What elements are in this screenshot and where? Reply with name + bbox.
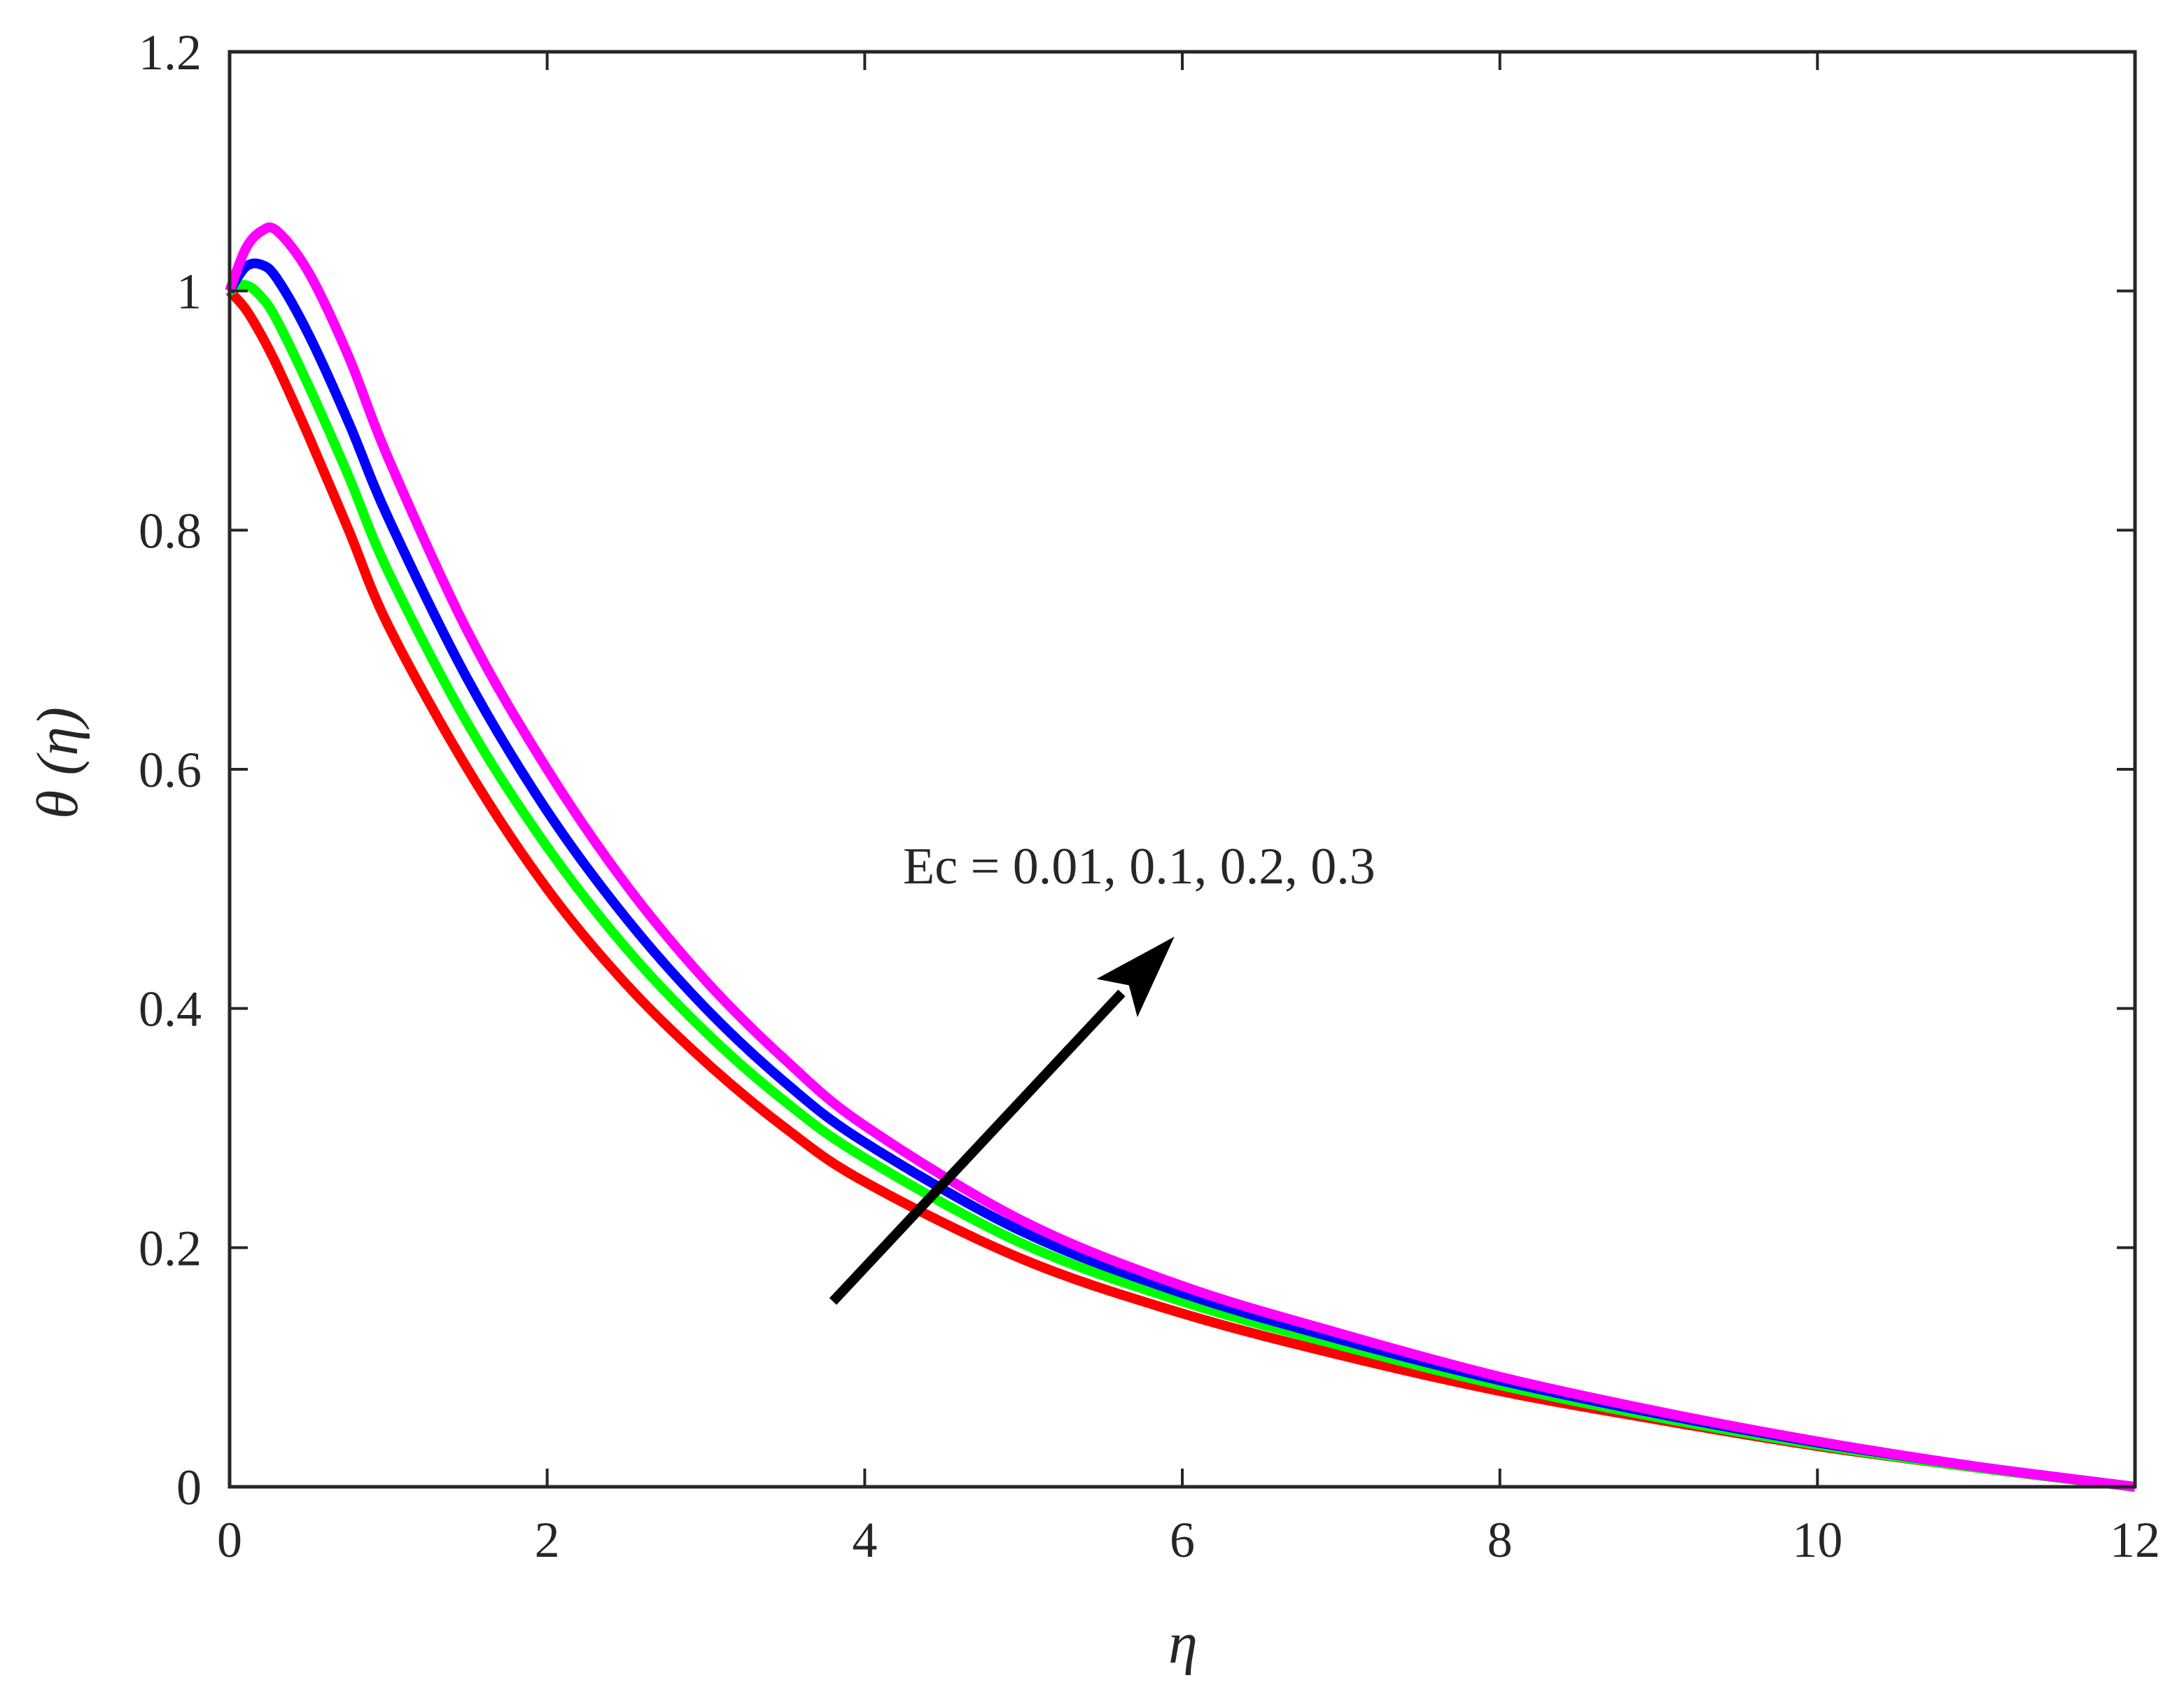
y-tick-label: 0.8 [139, 503, 202, 559]
x-tick-label: 8 [1488, 1512, 1513, 1568]
y-tick-label: 1 [176, 264, 202, 320]
x-tick-label: 4 [852, 1512, 877, 1568]
annotation-group: Ec = 0.01, 0.1, 0.2, 0.3 [829, 838, 1376, 1305]
y-axis-label: θ (η) [25, 707, 90, 819]
series-group [225, 222, 2136, 1492]
annotation-arrow-shaft [829, 989, 1126, 1305]
annotation-arrow-head [1096, 937, 1175, 1018]
x-tick-label: 6 [1170, 1512, 1195, 1568]
annotation-text: Ec = 0.01, 0.1, 0.2, 0.3 [903, 838, 1376, 895]
x-tick-label: 2 [535, 1512, 560, 1568]
y-tick-label: 0.4 [139, 981, 202, 1037]
series-line-4 [225, 222, 2136, 1492]
x-tick-label: 10 [1792, 1512, 1842, 1568]
y-tick-label: 0 [176, 1460, 202, 1516]
y-tick-label: 0.2 [139, 1220, 202, 1276]
x-tick-label: 0 [217, 1512, 242, 1568]
x-tick-label: 12 [2110, 1512, 2160, 1568]
x-axis-label: η [1168, 1611, 1198, 1676]
tick-marks [230, 52, 2135, 1487]
plot-area-frame [227, 50, 2137, 1489]
y-tick-label: 1.2 [139, 24, 202, 80]
y-tick-label: 0.6 [139, 742, 202, 798]
tick-labels: 0 2 4 6 8 10 12 0 0.2 0.4 0.6 0.8 1 1.2 [139, 24, 2160, 1568]
